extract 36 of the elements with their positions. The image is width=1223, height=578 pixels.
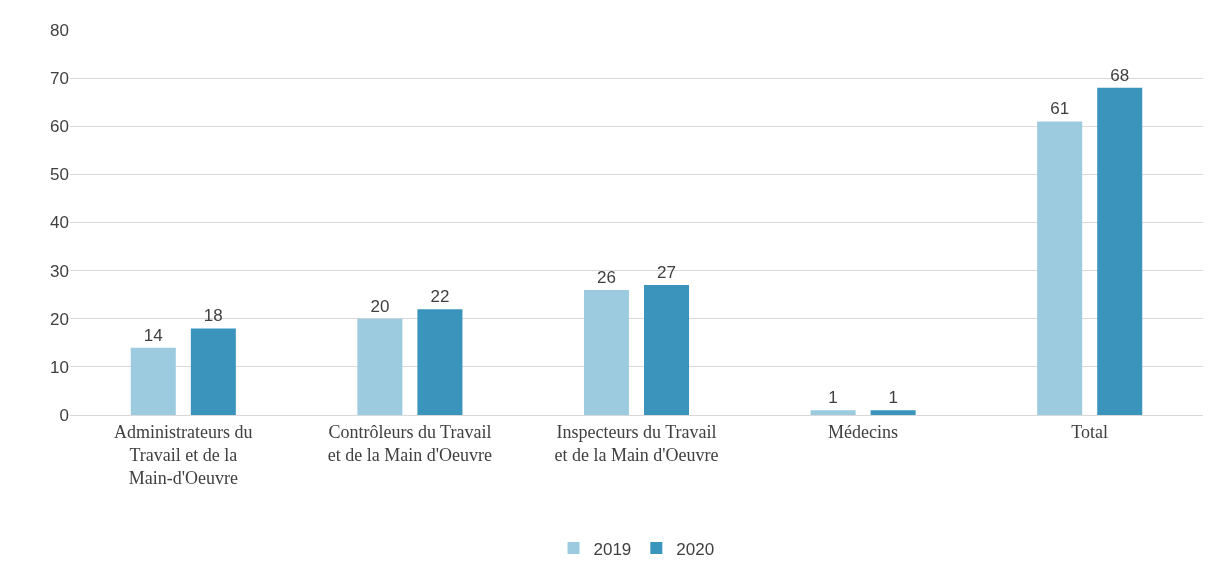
bar xyxy=(417,309,463,415)
y-tick-label: 0 xyxy=(59,405,69,425)
data-label: 27 xyxy=(657,263,676,283)
x-tick-label: Total xyxy=(1071,421,1109,442)
bar xyxy=(1037,121,1083,415)
y-tick-label: 50 xyxy=(50,165,69,185)
bar xyxy=(870,410,916,415)
legend-label: 2019 xyxy=(593,539,632,559)
x-tick-label: Inspecteurs du Travail et de la Main d'Oeuvre xyxy=(554,421,719,465)
bar xyxy=(644,285,690,415)
data-label: 61 xyxy=(1050,99,1070,119)
bar xyxy=(810,410,856,415)
data-label: 68 xyxy=(1110,65,1130,85)
y-tick-label: 10 xyxy=(50,357,69,377)
data-label: 14 xyxy=(143,325,163,345)
y-tick-label: 80 xyxy=(50,20,69,40)
data-label: 26 xyxy=(597,267,616,287)
x-tick-label: Contrôleurs du Travail et de la Main d'Oeuvre xyxy=(327,421,492,465)
x-tick-label: Médecins xyxy=(828,421,899,442)
data-label: 1 xyxy=(888,388,898,408)
x-tick-label: Administrateurs du Travail et de la Main-d'Oeuvre xyxy=(114,421,253,489)
y-tick-label: 60 xyxy=(50,117,69,137)
y-tick-label: 70 xyxy=(50,69,69,89)
data-label: 20 xyxy=(370,296,390,316)
y-tick-label: 20 xyxy=(50,309,69,329)
bar xyxy=(190,328,236,415)
bar xyxy=(357,318,403,415)
data-label: 1 xyxy=(828,388,838,408)
bar xyxy=(583,289,629,415)
bar xyxy=(130,347,176,415)
data-label: 22 xyxy=(430,287,450,307)
y-tick-label: 30 xyxy=(50,261,69,281)
y-tick-label: 40 xyxy=(50,213,69,233)
bar xyxy=(1097,87,1143,415)
legend-label: 2020 xyxy=(676,539,715,559)
data-label: 18 xyxy=(203,306,223,326)
